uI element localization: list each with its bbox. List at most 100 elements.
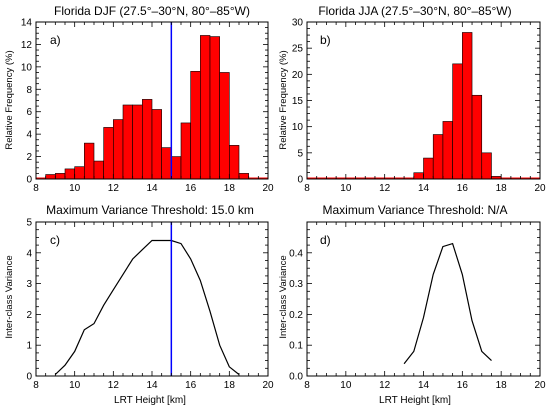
bar-b-6	[462, 32, 473, 180]
y-tick-label-a-0: 0	[26, 175, 32, 186]
y-tick-label-c-5: 5	[26, 218, 32, 229]
panel-b: Florida JJA (27.5°–30°N, 80°–85°W) Relat…	[278, 4, 546, 194]
x-tick-label-d-4: 16	[457, 380, 469, 391]
panel-d-panel-label: d)	[320, 233, 331, 247]
y-tick-label-a-2: 4	[26, 130, 32, 141]
y-tick-label-b-3: 15	[292, 96, 304, 107]
series-line-d	[403, 242, 492, 365]
y-tick-label-c-4: 4	[26, 248, 32, 259]
bar-b-2	[423, 157, 434, 180]
x-tick-label-b-3: 14	[418, 183, 430, 194]
bar-b-7	[471, 94, 483, 180]
y-tick-label-c-1: 1	[26, 341, 32, 352]
x-tick-label-b-0: 8	[304, 183, 310, 194]
panel-a-title: Florida DJF (27.5°–30°N, 80°–85°W)	[54, 4, 250, 18]
y-tick-label-d-3: 0.3	[289, 279, 303, 290]
y-tick-label-d-0: 0.0	[289, 372, 303, 383]
bar-a-16	[200, 35, 211, 180]
x-tick-label-c-4: 16	[185, 380, 197, 391]
x-tick-label-b-6: 20	[534, 183, 546, 194]
bar-b-5	[452, 63, 463, 180]
x-tick-label-a-5: 18	[224, 183, 236, 194]
x-tick-label-c-3: 14	[146, 380, 158, 391]
plot-frame-d	[306, 221, 541, 377]
series-line-c	[54, 239, 240, 375]
x-tick-label-a-3: 14	[146, 183, 158, 194]
panel-d-ylabel: Inter-class Variance	[278, 255, 289, 338]
bar-a-2	[64, 168, 75, 180]
y-tick-label-a-4: 8	[26, 85, 32, 96]
panel-c-xlabel: LRT Height [km]	[114, 395, 186, 406]
bar-a-3	[74, 166, 85, 180]
plot-frame-c	[35, 221, 269, 377]
x-tick-label-a-0: 8	[33, 183, 39, 194]
bar-a-4	[84, 142, 95, 180]
x-tick-label-a-1: 10	[69, 183, 81, 194]
x-tick-label-b-5: 18	[496, 183, 508, 194]
y-tick-label-b-0: 0	[297, 175, 303, 186]
y-tick-label-d-4: 0.4	[289, 248, 303, 259]
panel-b-title: Florida JJA (27.5°–30°N, 80°–85°W)	[318, 4, 511, 18]
panel-d: Maximum Variance Threshold: N/A Inter-cl…	[278, 203, 546, 406]
panel-c-ylabel: Inter-class Variance	[4, 255, 15, 338]
y-tick-label-d-1: 0.1	[289, 341, 303, 352]
y-tick-label-a-6: 12	[21, 40, 33, 51]
x-tick-label-a-2: 12	[108, 183, 120, 194]
bar-a-7	[113, 119, 124, 180]
bar-a-15	[190, 71, 201, 180]
y-tick-label-a-3: 6	[26, 107, 32, 118]
y-tick-label-b-6: 30	[292, 18, 304, 29]
y-tick-label-b-2: 10	[292, 122, 304, 133]
panel-d-title: Maximum Variance Threshold: N/A	[323, 203, 508, 217]
x-tick-label-b-1: 10	[340, 183, 352, 194]
y-tick-label-c-0: 0	[26, 372, 32, 383]
x-tick-label-d-2: 12	[379, 380, 391, 391]
bar-a-13	[171, 156, 182, 180]
y-tick-label-a-1: 2	[26, 152, 32, 163]
panel-a-panel-label: a)	[50, 33, 61, 47]
y-tick-label-c-2: 2	[26, 310, 32, 321]
x-tick-label-b-2: 12	[379, 183, 391, 194]
y-tick-label-b-1: 5	[297, 148, 303, 159]
bar-b-8	[481, 152, 492, 180]
panel-c: Maximum Variance Threshold: 15.0 km Inte…	[4, 203, 274, 406]
panel-c-title: Maximum Variance Threshold: 15.0 km	[46, 203, 254, 217]
bar-a-18	[219, 72, 230, 180]
x-tick-label-d-1: 10	[340, 380, 352, 391]
panel-b-panel-label: b)	[320, 33, 331, 47]
bar-a-5	[93, 160, 104, 180]
y-tick-label-a-5: 10	[21, 62, 33, 73]
panel-a-ylabel: Relative Frequency (%)	[4, 50, 15, 149]
x-tick-label-b-4: 16	[457, 183, 469, 194]
y-tick-label-b-4: 20	[292, 70, 304, 81]
panel-a: Florida DJF (27.5°–30°N, 80°–85°W) Relat…	[4, 4, 274, 194]
x-tick-label-a-4: 16	[185, 183, 197, 194]
y-tick-label-d-2: 0.2	[289, 310, 303, 321]
bar-a-11	[151, 109, 162, 180]
x-tick-label-c-1: 10	[69, 380, 81, 391]
x-tick-label-d-0: 8	[304, 380, 310, 391]
x-tick-label-d-5: 18	[496, 380, 508, 391]
y-tick-label-a-7: 14	[21, 18, 33, 29]
bar-a-12	[161, 147, 172, 180]
bar-b-4	[442, 121, 453, 180]
bar-a-8	[122, 104, 133, 180]
panel-d-xlabel: LRT Height [km]	[379, 395, 451, 406]
y-tick-label-b-5: 25	[292, 44, 304, 55]
panel-c-panel-label: c)	[50, 233, 60, 247]
bar-b-3	[432, 134, 444, 180]
bar-a-14	[180, 122, 191, 180]
plot-frame-b	[306, 21, 541, 180]
bar-a-6	[103, 127, 114, 180]
bar-a-17	[209, 36, 220, 180]
x-tick-label-c-5: 18	[224, 380, 236, 391]
bar-a-9	[132, 104, 143, 180]
bar-a-19	[229, 145, 240, 180]
x-tick-label-c-2: 12	[108, 380, 120, 391]
x-tick-label-c-6: 20	[262, 380, 274, 391]
panel-b-ylabel: Relative Frequency (%)	[278, 50, 289, 149]
x-tick-label-a-6: 20	[262, 183, 274, 194]
x-tick-label-d-6: 20	[534, 380, 546, 391]
x-tick-label-d-3: 14	[418, 380, 430, 391]
